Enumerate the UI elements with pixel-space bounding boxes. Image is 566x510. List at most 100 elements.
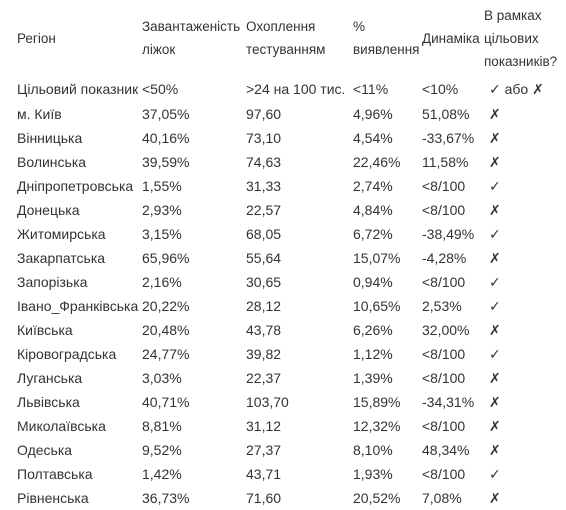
table-row: Івано_Франківська 20,22% 28,12 10,65% 2,53% ✓	[17, 294, 562, 318]
region-cell: Житомирська	[17, 226, 106, 242]
bed-occupancy-cell: 2,93%	[142, 202, 182, 218]
within-targets-cell: ✗	[489, 106, 501, 122]
within-targets-cell: ✗	[489, 322, 501, 338]
detection-rate-cell: 22,46%	[353, 154, 401, 170]
table-row: Одеська 9,52% 27,37 8,10% 48,34% ✗	[17, 438, 562, 462]
within-targets-cell: ✓	[489, 274, 501, 290]
testing-coverage-cell: 22,37	[246, 370, 282, 386]
detection-rate-cell: 6,26%	[353, 322, 393, 338]
bed-occupancy-cell: 3,03%	[142, 370, 182, 386]
within-targets-cell: ✓	[489, 466, 501, 482]
region-cell: Запорізька	[17, 274, 88, 290]
detection-rate-cell: 2,74%	[353, 178, 393, 194]
detection-rate-cell: 4,54%	[353, 130, 393, 146]
table-row: Донецька 2,93% 22,57 4,84% <8/100 ✗	[17, 198, 562, 222]
testing-coverage-cell: 31,12	[246, 418, 282, 434]
dynamics-cell: <8/100	[422, 370, 466, 386]
dynamics-cell: <8/100	[422, 466, 466, 482]
detection-rate-cell: 10,65%	[353, 298, 401, 314]
target-bed-occupancy: <50%	[142, 81, 179, 97]
region-cell: Полтавська	[17, 466, 93, 482]
table-row: Закарпатська 65,96% 55,64 15,07% -4,28% ✗	[17, 246, 562, 270]
bed-occupancy-cell: 2,16%	[142, 274, 182, 290]
detection-rate-cell: 20,52%	[353, 490, 401, 506]
region-cell: Львівська	[17, 394, 80, 410]
testing-coverage-cell: 55,64	[246, 250, 282, 266]
dynamics-cell: -38,49%	[422, 226, 475, 242]
region-cell: Київська	[17, 322, 73, 338]
table-row: Київська 20,48% 43,78 6,26% 32,00% ✗	[17, 318, 562, 342]
detection-rate-cell: 12,32%	[353, 418, 401, 434]
bed-occupancy-cell: 1,42%	[142, 466, 182, 482]
table-row: Дніпропетровська 1,55% 31,33 2,74% <8/100 ✓	[17, 174, 562, 198]
region-cell: Дніпропетровська	[17, 178, 134, 194]
dynamics-cell: <8/100	[422, 418, 466, 434]
dynamics-cell: <8/100	[422, 178, 466, 194]
within-targets-cell: ✗	[489, 250, 501, 266]
target-within-targets: ✓ або ✗	[489, 81, 544, 97]
bed-occupancy-cell: 9,52%	[142, 442, 182, 458]
table-row: Рівненська 36,73% 71,60 20,52% 7,08% ✗	[17, 486, 562, 510]
dynamics-cell: <8/100	[422, 346, 466, 362]
bed-occupancy-cell: 65,96%	[142, 250, 190, 266]
table-row: м. Київ 37,05% 97,60 4,96% 51,08% ✗	[17, 102, 562, 126]
testing-coverage-cell: 31,33	[246, 178, 282, 194]
bed-occupancy-cell: 40,16%	[142, 130, 190, 146]
within-targets-cell: ✗	[489, 154, 501, 170]
dynamics-cell: -34,31%	[422, 394, 475, 410]
testing-coverage-cell: 22,57	[246, 202, 282, 218]
dynamics-cell: -4,28%	[422, 250, 467, 266]
region-cell: Донецька	[17, 202, 80, 218]
region-cell: Вінницька	[17, 130, 83, 146]
target-label: Цільовий показник	[17, 81, 139, 97]
testing-coverage-cell: 28,12	[246, 298, 282, 314]
detection-rate-cell: 6,72%	[353, 226, 393, 242]
table-row: Житомирська 3,15% 68,05 6,72% -38,49% ✓	[17, 222, 562, 246]
target-row: Цільовий показник <50% >24 на 100 тис. <…	[17, 76, 562, 102]
testing-coverage-cell: 73,10	[246, 130, 282, 146]
testing-coverage-cell: 68,05	[246, 226, 282, 242]
region-cell: Волинська	[17, 154, 87, 170]
detection-rate-cell: 1,93%	[353, 466, 393, 482]
dynamics-cell: 32,00%	[422, 322, 470, 338]
header-row: Регіон Завантаженість ліжок Охоплення те…	[17, 0, 562, 76]
dynamics-cell: 51,08%	[422, 106, 470, 122]
region-cell: Кіровоградська	[17, 346, 117, 362]
within-targets-cell: ✗	[489, 418, 501, 434]
detection-rate-cell: 4,84%	[353, 202, 393, 218]
bed-occupancy-cell: 3,15%	[142, 226, 182, 242]
within-targets-cell: ✗	[489, 370, 501, 386]
bed-occupancy-cell: 36,73%	[142, 490, 190, 506]
region-cell: Миколаївська	[17, 418, 106, 434]
target-dynamics: <10%	[422, 81, 459, 97]
within-targets-cell: ✓	[489, 346, 501, 362]
detection-rate-cell: 15,89%	[353, 394, 401, 410]
header-bed-occupancy: Завантаженість ліжок	[142, 19, 241, 57]
within-targets-cell: ✗	[489, 130, 501, 146]
table-header: Регіон Завантаженість ліжок Охоплення те…	[17, 0, 562, 76]
detection-rate-cell: 0,94%	[353, 274, 393, 290]
header-within-targets: В рамках цільових показників?	[484, 7, 558, 69]
testing-coverage-cell: 43,78	[246, 322, 282, 338]
within-targets-cell: ✗	[489, 394, 501, 410]
detection-rate-cell: 1,12%	[353, 346, 393, 362]
testing-coverage-cell: 30,65	[246, 274, 282, 290]
dynamics-cell: <8/100	[422, 274, 466, 290]
bed-occupancy-cell: 20,48%	[142, 322, 190, 338]
bed-occupancy-cell: 37,05%	[142, 106, 190, 122]
table-row: Волинська 39,59% 74,63 22,46% 11,58% ✗	[17, 150, 562, 174]
testing-coverage-cell: 97,60	[246, 106, 282, 122]
target-detection-rate: <11%	[353, 81, 389, 97]
testing-coverage-cell: 39,82	[246, 346, 282, 362]
within-targets-cell: ✗	[489, 442, 501, 458]
dynamics-cell: -33,67%	[422, 130, 475, 146]
table-row: Львівська 40,71% 103,70 15,89% -34,31% ✗	[17, 390, 562, 414]
within-targets-cell: ✓	[489, 178, 501, 194]
within-targets-cell: ✓	[489, 226, 501, 242]
within-targets-cell: ✓	[489, 298, 501, 314]
within-targets-cell: ✗	[489, 490, 501, 506]
dynamics-cell: 48,34%	[422, 442, 470, 458]
table-row: Вінницька 40,16% 73,10 4,54% -33,67% ✗	[17, 126, 562, 150]
testing-coverage-cell: 74,63	[246, 154, 282, 170]
